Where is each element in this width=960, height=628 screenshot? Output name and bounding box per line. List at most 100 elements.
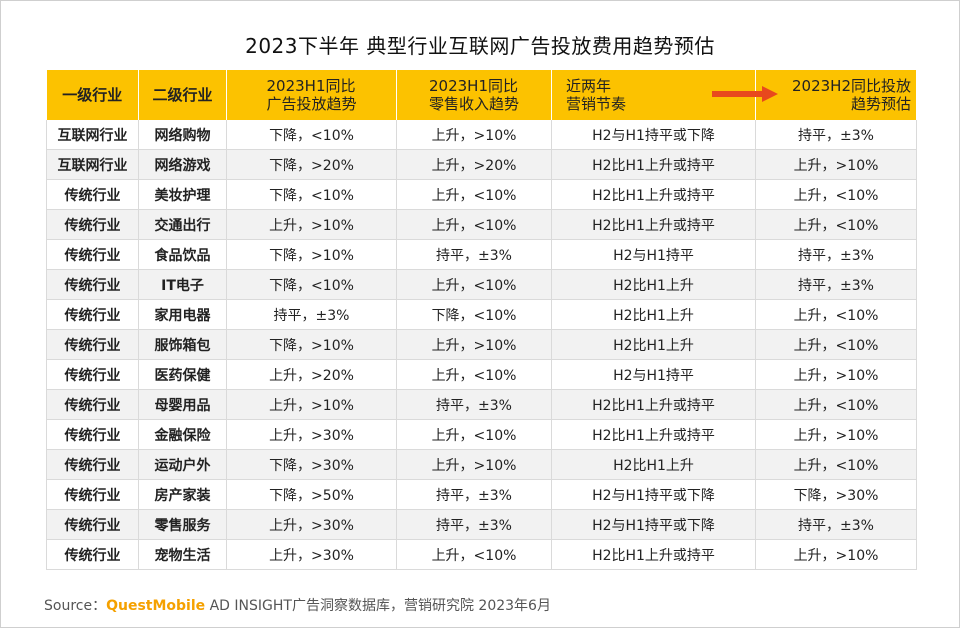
primary-industry-cell: 传统行业 [46, 179, 139, 210]
h1-ad-trend-cell: 下降，<10% [226, 269, 397, 300]
h1-ad-trend-cell: 下降，>30% [226, 449, 397, 480]
page-title: 2023下半年 典型行业互联网广告投放费用趋势预估 [245, 34, 715, 58]
table-row: 互联网行业 网络游戏 下降，>20% 上升，>20% H2比H1上升或持平 上升，>10% [46, 149, 917, 180]
marketing-rhythm-cell: H2比H1上升或持平 [551, 149, 756, 180]
h1-retail-trend-cell: 上升，<10% [396, 359, 552, 390]
primary-industry-cell: 传统行业 [46, 239, 139, 270]
h1-retail-trend-cell: 持平，±3% [396, 239, 552, 270]
h1-retail-trend-cell: 上升，<10% [396, 539, 552, 570]
h2-forecast-cell: 上升，<10% [755, 389, 917, 420]
secondary-industry-cell: 运动户外 [138, 449, 227, 480]
secondary-industry-cell: 食品饮品 [138, 239, 227, 270]
secondary-industry-cell: 房产家装 [138, 479, 227, 510]
marketing-rhythm-cell: H2比H1上升 [551, 299, 756, 330]
table-row: 传统行业 房产家装 下降，>50% 持平，±3% H2与H1持平或下降 下降，>30% [46, 479, 917, 510]
h2-forecast-cell: 上升，>10% [755, 419, 917, 450]
h1-ad-trend-cell: 持平，±3% [226, 299, 397, 330]
h2-forecast-cell: 持平，±3% [755, 239, 917, 270]
marketing-rhythm-cell: H2与H1持平 [551, 359, 756, 390]
h2-forecast-cell: 上升，<10% [755, 209, 917, 240]
h1-ad-trend-cell: 下降，>50% [226, 479, 397, 510]
table-row: 传统行业 运动户外 下降，>30% 上升，>10% H2比H1上升 上升，<10% [46, 449, 917, 480]
primary-industry-cell: 传统行业 [46, 449, 139, 480]
right-arrow-icon [712, 86, 778, 102]
h1-ad-trend-cell: 下降，<10% [226, 179, 397, 210]
h1-retail-trend-cell: 上升，>20% [396, 149, 552, 180]
h1-ad-trend-cell: 上升，>20% [226, 359, 397, 390]
brand-name: QuestMobile [106, 598, 206, 614]
secondary-industry-cell: 家用电器 [138, 299, 227, 330]
header-marketing-rhythm: 近两年 营销节奏 [551, 70, 756, 120]
header-marketing-rhythm-line2: 营销节奏 [566, 95, 627, 113]
h1-ad-trend-cell: 上升，>30% [226, 539, 397, 570]
header-marketing-rhythm-line1: 近两年 [566, 77, 612, 95]
primary-industry-cell: 互联网行业 [46, 149, 139, 180]
h1-retail-trend-cell: 上升，>10% [396, 449, 552, 480]
secondary-industry-cell: 宠物生活 [138, 539, 227, 570]
primary-industry-cell: 传统行业 [46, 509, 139, 540]
marketing-rhythm-cell: H2与H1持平 [551, 239, 756, 270]
header-h2-forecast-line1: 2023H2同比投放 [792, 77, 911, 95]
marketing-rhythm-cell: H2与H1持平或下降 [551, 120, 756, 150]
table-row: 传统行业 食品饮品 下降，>10% 持平，±3% H2与H1持平 持平，±3% [46, 239, 917, 270]
h1-ad-trend-cell: 上升，>30% [226, 419, 397, 450]
h1-ad-trend-cell: 下降，>10% [226, 329, 397, 360]
h1-retail-trend-cell: 上升，<10% [396, 209, 552, 240]
marketing-rhythm-cell: H2比H1上升 [551, 449, 756, 480]
secondary-industry-cell: 医药保健 [138, 359, 227, 390]
primary-industry-cell: 传统行业 [46, 389, 139, 420]
table-row: 传统行业 家用电器 持平，±3% 下降，<10% H2比H1上升 上升，<10% [46, 299, 917, 330]
table-row: 传统行业 宠物生活 上升，>30% 上升，<10% H2比H1上升或持平 上升，>10% [46, 539, 917, 570]
h1-ad-trend-cell: 上升，>30% [226, 509, 397, 540]
marketing-rhythm-cell: H2比H1上升或持平 [551, 419, 756, 450]
h2-forecast-cell: 上升，<10% [755, 299, 917, 330]
secondary-industry-cell: 金融保险 [138, 419, 227, 450]
header-h1-ad-trend-line1: 2023H1同比 [266, 77, 356, 95]
table-row: 传统行业 IT电子 下降，<10% 上升，<10% H2比H1上升 持平，±3% [46, 269, 917, 300]
h2-forecast-cell: 持平，±3% [755, 120, 917, 150]
table-row: 互联网行业 网络购物 下降，<10% 上升，>10% H2与H1持平或下降 持平，±3% [46, 120, 917, 150]
header-h1-retail-trend-line1: 2023H1同比 [428, 77, 518, 95]
secondary-industry-cell: 母婴用品 [138, 389, 227, 420]
h2-forecast-cell: 下降，>30% [755, 479, 917, 510]
h1-ad-trend-cell: 上升，>10% [226, 209, 397, 240]
source-suffix: AD INSIGHT广告洞察数据库，营销研究院 2023年6月 [205, 598, 551, 614]
primary-industry-cell: 传统行业 [46, 539, 139, 570]
secondary-industry-cell: IT电子 [138, 269, 227, 300]
h2-forecast-cell: 上升，<10% [755, 329, 917, 360]
h1-ad-trend-cell: 下降，<10% [226, 120, 397, 150]
h1-ad-trend-cell: 上升，>10% [226, 389, 397, 420]
marketing-rhythm-cell: H2与H1持平或下降 [551, 509, 756, 540]
h1-retail-trend-cell: 上升，<10% [396, 419, 552, 450]
industry-trend-table: 一级行业 二级行业 2023H1同比 广告投放趋势 2023H1同比 零售收入趋… [46, 70, 917, 570]
secondary-industry-cell: 零售服务 [138, 509, 227, 540]
h2-forecast-cell: 上升，>10% [755, 539, 917, 570]
h2-forecast-cell: 上升，<10% [755, 179, 917, 210]
h2-forecast-cell: 上升，<10% [755, 449, 917, 480]
header-h2-forecast: 2023H2同比投放 趋势预估 [712, 70, 917, 120]
header-h1-ad-trend: 2023H1同比 广告投放趋势 [226, 70, 397, 120]
header-h1-retail-trend: 2023H1同比 零售收入趋势 [396, 70, 552, 120]
table-row: 传统行业 金融保险 上升，>30% 上升，<10% H2比H1上升或持平 上升，>10% [46, 419, 917, 450]
table-row: 传统行业 医药保健 上升，>20% 上升，<10% H2与H1持平 上升，>10% [46, 359, 917, 390]
marketing-rhythm-cell: H2比H1上升 [551, 329, 756, 360]
primary-industry-cell: 传统行业 [46, 479, 139, 510]
h1-retail-trend-cell: 持平，±3% [396, 389, 552, 420]
header-primary-industry: 一级行业 [46, 70, 139, 120]
table-row: 传统行业 零售服务 上升，>30% 持平，±3% H2与H1持平或下降 持平，±3% [46, 509, 917, 540]
header-h1-retail-trend-line2: 零售收入趋势 [428, 95, 519, 113]
secondary-industry-cell: 网络游戏 [138, 149, 227, 180]
h2-forecast-cell: 持平，±3% [755, 509, 917, 540]
source-prefix: Source： [44, 598, 107, 614]
primary-industry-cell: 传统行业 [46, 299, 139, 330]
h2-forecast-cell: 持平，±3% [755, 269, 917, 300]
marketing-rhythm-cell: H2比H1上升 [551, 269, 756, 300]
h1-retail-trend-cell: 持平，±3% [396, 509, 552, 540]
primary-industry-cell: 互联网行业 [46, 120, 139, 150]
h1-retail-trend-cell: 上升，<10% [396, 269, 552, 300]
table-row: 传统行业 母婴用品 上升，>10% 持平，±3% H2比H1上升或持平 上升，<10% [46, 389, 917, 420]
table-header-row: 一级行业 二级行业 2023H1同比 广告投放趋势 2023H1同比 零售收入趋… [46, 70, 917, 120]
primary-industry-cell: 传统行业 [46, 269, 139, 300]
h1-ad-trend-cell: 下降，>10% [226, 239, 397, 270]
h1-retail-trend-cell: 上升，>10% [396, 329, 552, 360]
